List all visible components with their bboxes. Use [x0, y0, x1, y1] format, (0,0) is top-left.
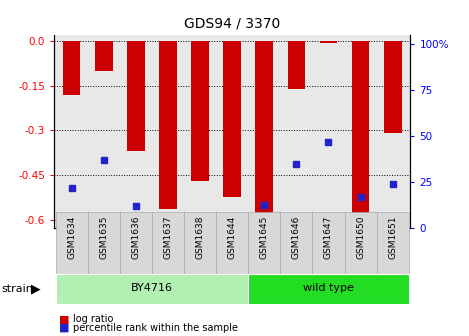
Bar — [223, 41, 241, 197]
Text: GSM1636: GSM1636 — [131, 215, 140, 259]
Bar — [248, 212, 280, 286]
Text: log ratio: log ratio — [73, 314, 113, 324]
Text: GSM1644: GSM1644 — [227, 215, 237, 259]
Bar — [127, 41, 144, 151]
Bar — [287, 41, 305, 89]
Bar — [55, 274, 248, 304]
Text: wild type: wild type — [303, 283, 354, 293]
Text: ■: ■ — [59, 323, 69, 333]
Text: ▶: ▶ — [31, 283, 41, 295]
Text: percentile rank within the sample: percentile rank within the sample — [73, 323, 238, 333]
Bar — [63, 41, 80, 95]
Bar — [352, 41, 370, 217]
Text: GSM1638: GSM1638 — [196, 215, 204, 259]
Bar — [256, 41, 273, 217]
Text: GSM1645: GSM1645 — [260, 215, 269, 259]
Bar — [216, 212, 248, 286]
Bar — [384, 41, 401, 133]
Bar — [280, 212, 312, 286]
Text: GSM1646: GSM1646 — [292, 215, 301, 259]
Bar — [95, 41, 113, 71]
Bar — [55, 212, 88, 286]
Bar — [88, 212, 120, 286]
Text: GSM1651: GSM1651 — [388, 215, 397, 259]
Bar — [184, 212, 216, 286]
Bar — [320, 41, 337, 43]
Text: ■: ■ — [59, 314, 69, 324]
Bar — [120, 212, 152, 286]
Text: GSM1635: GSM1635 — [99, 215, 108, 259]
Bar — [377, 212, 409, 286]
Text: GDS94 / 3370: GDS94 / 3370 — [184, 16, 280, 30]
Text: GSM1634: GSM1634 — [67, 215, 76, 259]
Text: GSM1637: GSM1637 — [163, 215, 173, 259]
Bar — [345, 212, 377, 286]
Text: BY4716: BY4716 — [131, 283, 173, 293]
Bar — [248, 274, 409, 304]
Bar — [191, 41, 209, 181]
Text: strain: strain — [1, 284, 33, 294]
Bar — [312, 212, 345, 286]
Bar — [159, 41, 177, 209]
Text: GSM1650: GSM1650 — [356, 215, 365, 259]
Text: GSM1647: GSM1647 — [324, 215, 333, 259]
Bar — [152, 212, 184, 286]
